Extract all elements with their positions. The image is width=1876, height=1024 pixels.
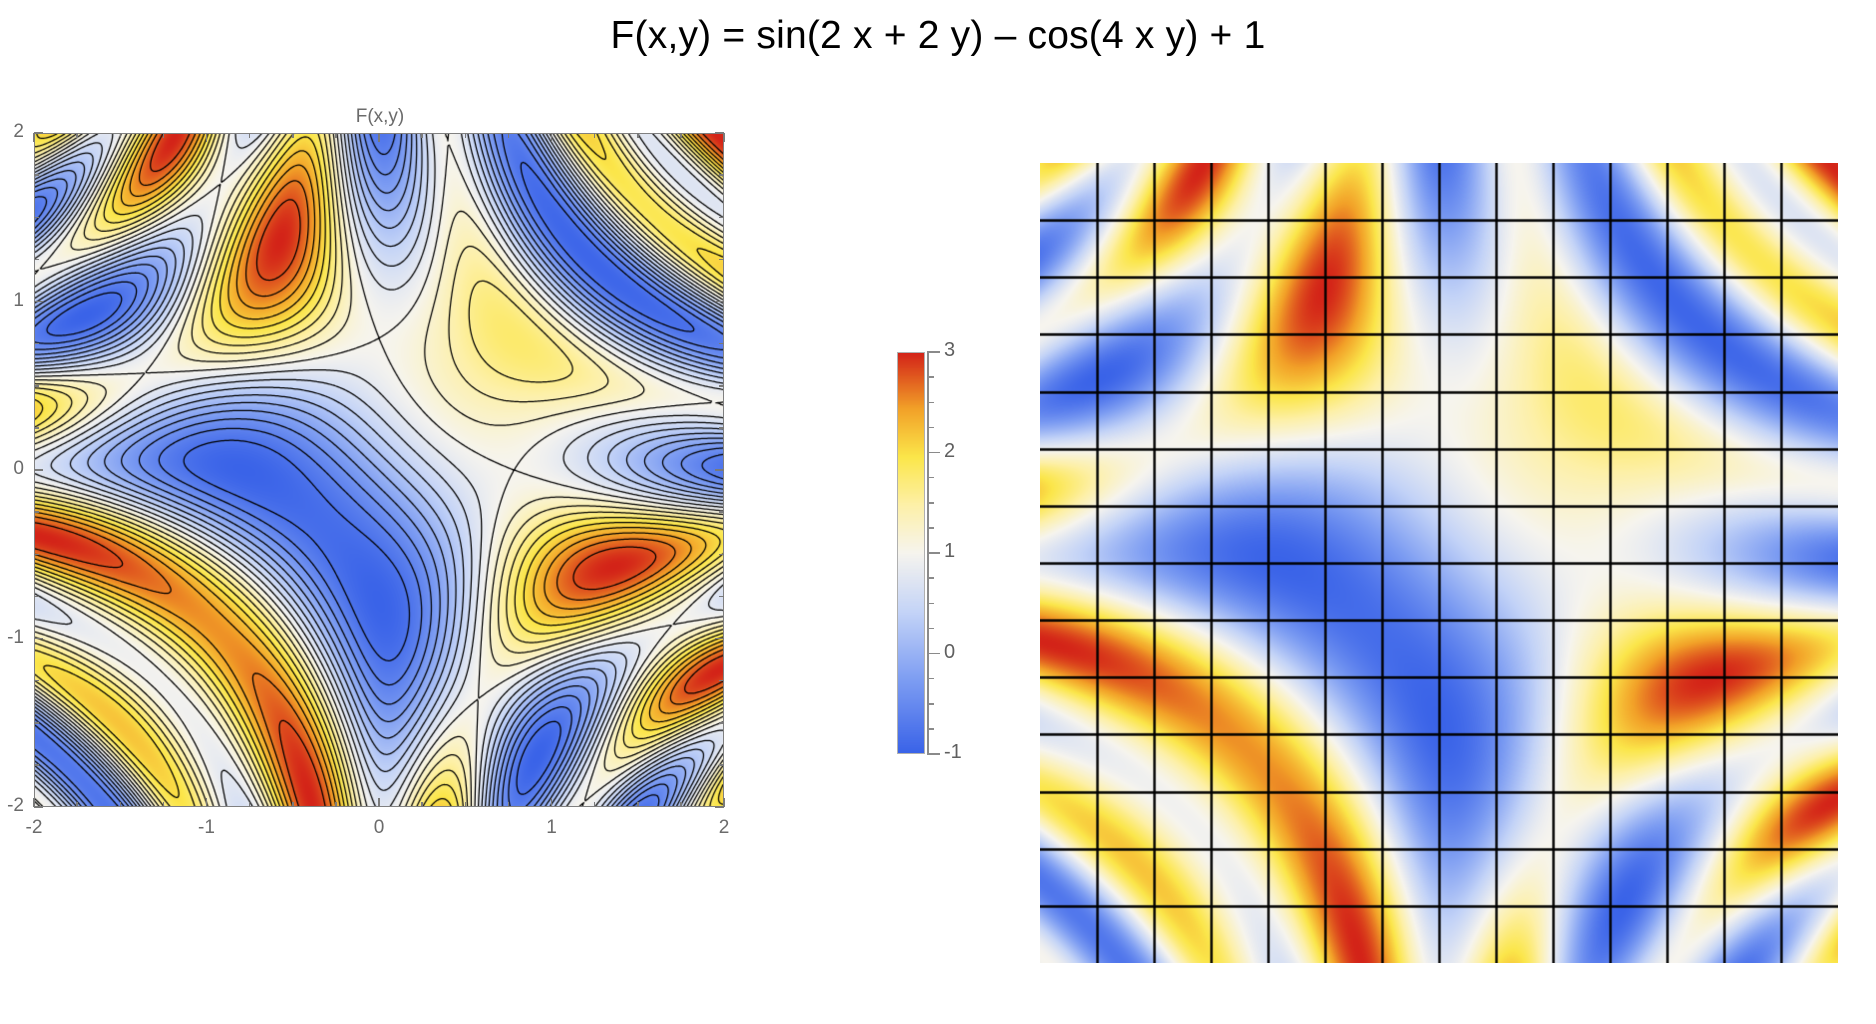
colorbar-tick: [927, 376, 934, 378]
contour-plot-frame: [34, 133, 724, 807]
x-axis-tick-label: 2: [718, 817, 730, 838]
y-axis-tick-label: -2: [7, 795, 24, 816]
colorbar-axis: 3 2 1 0 -1: [925, 339, 1017, 763]
colorbar-gradient: [897, 352, 925, 754]
colorbar-tick: [927, 602, 934, 604]
x-axis-tick-label: -1: [198, 817, 215, 838]
x-axis-tick-label: -2: [25, 817, 43, 838]
colorbar-tick: [927, 502, 934, 504]
colorbar-tick: [927, 677, 934, 680]
y-axis-tick-label: 0: [13, 458, 24, 479]
contour-plot-canvas: [35, 134, 723, 806]
colorbar-tick: [927, 703, 934, 705]
colorbar-tick: [927, 476, 934, 479]
colorbar-tick: [927, 577, 934, 579]
colorbar-tick-label: 3: [944, 339, 956, 361]
colorbar-tick-label: 2: [944, 439, 956, 462]
colorbar-tick-label: -1: [944, 741, 962, 763]
x-axis-tick-label: 0: [373, 817, 385, 838]
page-title: F(x,y) = sin(2 x + 2 y) – cos(4 x y) + 1: [610, 14, 1266, 57]
colorbar: 3 2 1 0 -1: [897, 339, 1017, 763]
colorbar-tick: [927, 652, 940, 655]
contour-plot-subtitle: F(x,y): [355, 106, 405, 127]
colorbar-tick: [927, 426, 934, 429]
colorbar-tick: [927, 753, 940, 755]
density-plot-canvas: [1040, 163, 1838, 963]
colorbar-tick: [927, 351, 940, 353]
y-axis-tick-label: -1: [7, 626, 24, 648]
colorbar-tick: [927, 627, 934, 630]
colorbar-tick-label: 0: [944, 640, 956, 663]
colorbar-tick: [927, 728, 934, 730]
y-axis-tick-label: 1: [13, 289, 24, 311]
density-plot-panel: [1040, 163, 1838, 963]
x-axis-tick-label: 1: [546, 817, 557, 838]
colorbar-tick-label: 1: [944, 540, 956, 562]
colorbar-tick: [927, 527, 934, 529]
colorbar-canvas: [898, 353, 924, 753]
colorbar-tick: [927, 401, 934, 403]
contour-plot-panel: F(x,y) -2 -1 0 1 2 2 1 0 -1 -2: [0, 96, 760, 986]
colorbar-tick: [927, 451, 940, 454]
colorbar-tick: [927, 552, 940, 554]
